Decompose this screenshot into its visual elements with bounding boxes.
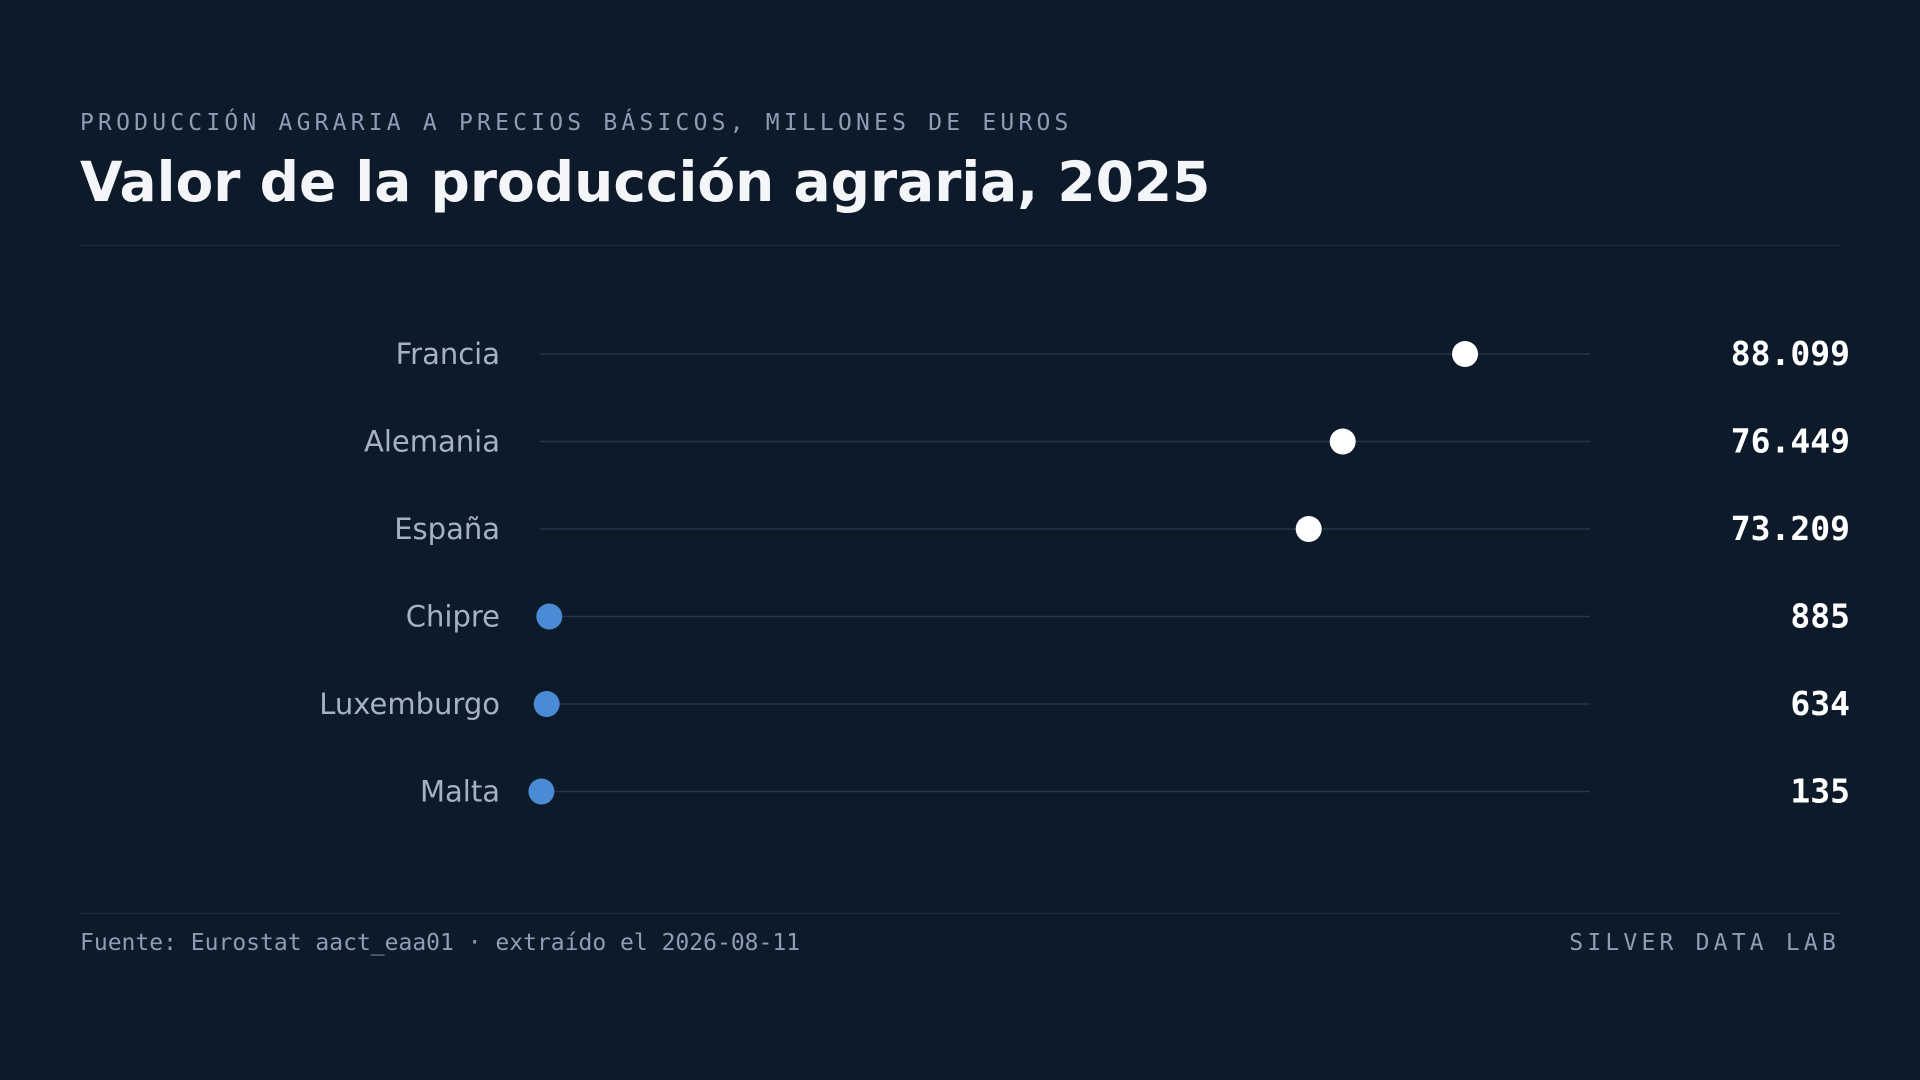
value-label: 76.449 [1731,422,1850,461]
value-label: 135 [1790,772,1850,811]
value-label: 885 [1790,597,1850,636]
data-point-alemania [1329,428,1356,455]
category-label: Alemania [364,425,500,459]
chart-title: Valor de la producción agraria, 2025 [80,150,1211,214]
category-label: Francia [396,337,500,371]
category-label: Malta [420,775,500,809]
brand-label: SILVER DATA LAB [1569,930,1840,956]
data-point-francia [1452,341,1479,367]
data-point-chipre [536,603,563,630]
value-label: 88.099 [1731,334,1850,373]
data-point-malta [528,778,555,805]
source-note: Fuente: Eurostat aact_eaa01 · extraído e… [80,930,801,956]
chart-kicker: PRODUCCIÓN AGRARIA A PRECIOS BÁSICOS, MI… [80,110,1073,136]
header-divider [80,245,1840,246]
category-label: Chipre [406,600,500,634]
value-label: 634 [1790,684,1850,723]
footer-divider [80,913,1840,914]
category-label: España [394,512,500,546]
data-point-luxemburgo [533,691,560,717]
value-label: 73.209 [1731,509,1850,548]
category-label: Luxemburgo [319,687,500,721]
data-point-espana [1295,516,1322,542]
dot-plot: Francia 88.099 Alemania 76.449 España 73.209 C… [319,334,1850,811]
